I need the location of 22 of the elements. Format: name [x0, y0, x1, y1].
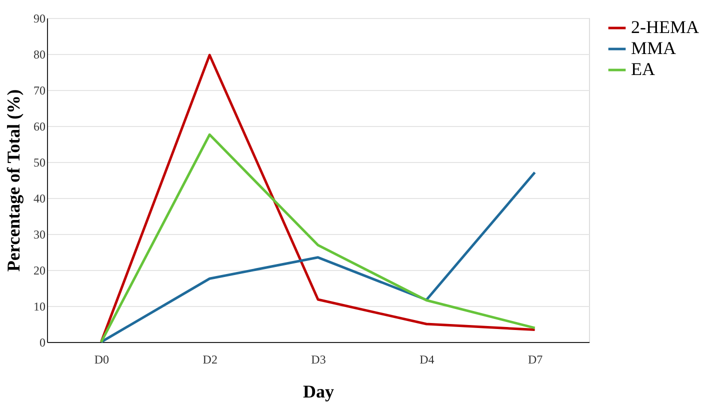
- legend-label: 2-HEMA: [631, 17, 699, 37]
- legend-label: EA: [631, 59, 655, 79]
- x-tick-label: D0: [94, 352, 110, 366]
- y-tick-label: 0: [40, 336, 46, 350]
- x-axis-title: Day: [303, 382, 334, 402]
- y-axis-title: Percentage of Total (%): [4, 89, 24, 272]
- line-series: [100, 133, 536, 344]
- y-tick-label: 40: [34, 192, 46, 206]
- legend-label: MMA: [631, 38, 676, 58]
- y-tick-label: 80: [34, 48, 46, 62]
- x-tick-label: D3: [311, 352, 326, 366]
- x-tick-label: D7: [528, 352, 543, 366]
- line-series: [100, 171, 536, 344]
- y-tick-label: 30: [34, 228, 46, 242]
- y-tick-label: 50: [34, 156, 46, 170]
- y-tick-label: 90: [34, 12, 46, 26]
- x-tick-label: D2: [202, 352, 218, 366]
- x-tick-label: D4: [420, 352, 434, 366]
- y-tick-label: 20: [34, 264, 46, 278]
- y-tick-label: 10: [34, 300, 46, 314]
- y-tick-label: 60: [34, 120, 46, 134]
- y-tick-label: 70: [34, 84, 46, 98]
